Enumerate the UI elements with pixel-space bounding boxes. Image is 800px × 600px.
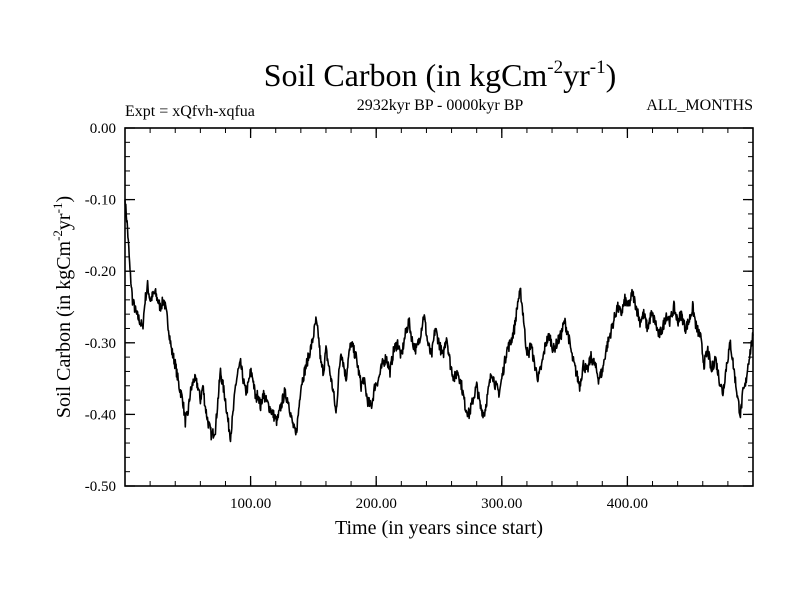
x-tick-label: 200.00 — [356, 496, 397, 512]
y-tick-label: 0.00 — [90, 121, 116, 137]
x-tick-label: 300.00 — [481, 496, 522, 512]
y-tick-label: -0.20 — [85, 264, 116, 280]
x-axis-tick-labels: 100.00 200.00 300.00 400.00 — [230, 496, 648, 512]
y-axis-label-sup2: -1 — [50, 203, 65, 214]
chart-title-main: Soil Carbon (in kgCm — [264, 57, 548, 93]
time-range-label: 2932kyr BP - 0000kyr BP — [357, 97, 524, 114]
y-axis-ticks — [125, 127, 753, 487]
x-axis-ticks — [149, 128, 729, 486]
y-axis-label-sup1: -2 — [50, 230, 65, 241]
y-axis-tick-labels: 0.00 -0.10 -0.20 -0.30 -0.40 -0.50 — [85, 121, 116, 495]
y-axis-label-mid: yr — [53, 213, 75, 230]
months-label: ALL_MONTHS — [646, 97, 753, 114]
y-tick-label: -0.10 — [85, 193, 116, 209]
chart-title: Soil Carbon (in kgCm-2yr-1) — [264, 57, 617, 93]
experiment-label: Expt = xQfvh-xqfua — [125, 103, 255, 120]
y-tick-label: -0.50 — [85, 479, 116, 495]
plot-frame — [124, 127, 754, 487]
soil-carbon-series-line — [124, 199, 754, 443]
y-tick-label: -0.30 — [85, 336, 116, 352]
chart-title-end: ) — [606, 57, 617, 93]
y-axis-label: Soil Carbon (in kgCm-2yr-1) — [50, 196, 75, 418]
chart-title-mid: yr — [563, 57, 590, 93]
y-tick-label: -0.40 — [85, 407, 116, 423]
y-axis-label-main: Soil Carbon (in kgCm — [53, 240, 75, 418]
chart-title-sup1: -2 — [547, 57, 563, 78]
chart-title-sup2: -1 — [590, 57, 606, 78]
x-tick-label: 400.00 — [607, 496, 648, 512]
y-axis-label-end: ) — [53, 196, 75, 203]
x-tick-label: 100.00 — [230, 496, 271, 512]
x-axis-label: Time (in years since start) — [335, 517, 543, 539]
